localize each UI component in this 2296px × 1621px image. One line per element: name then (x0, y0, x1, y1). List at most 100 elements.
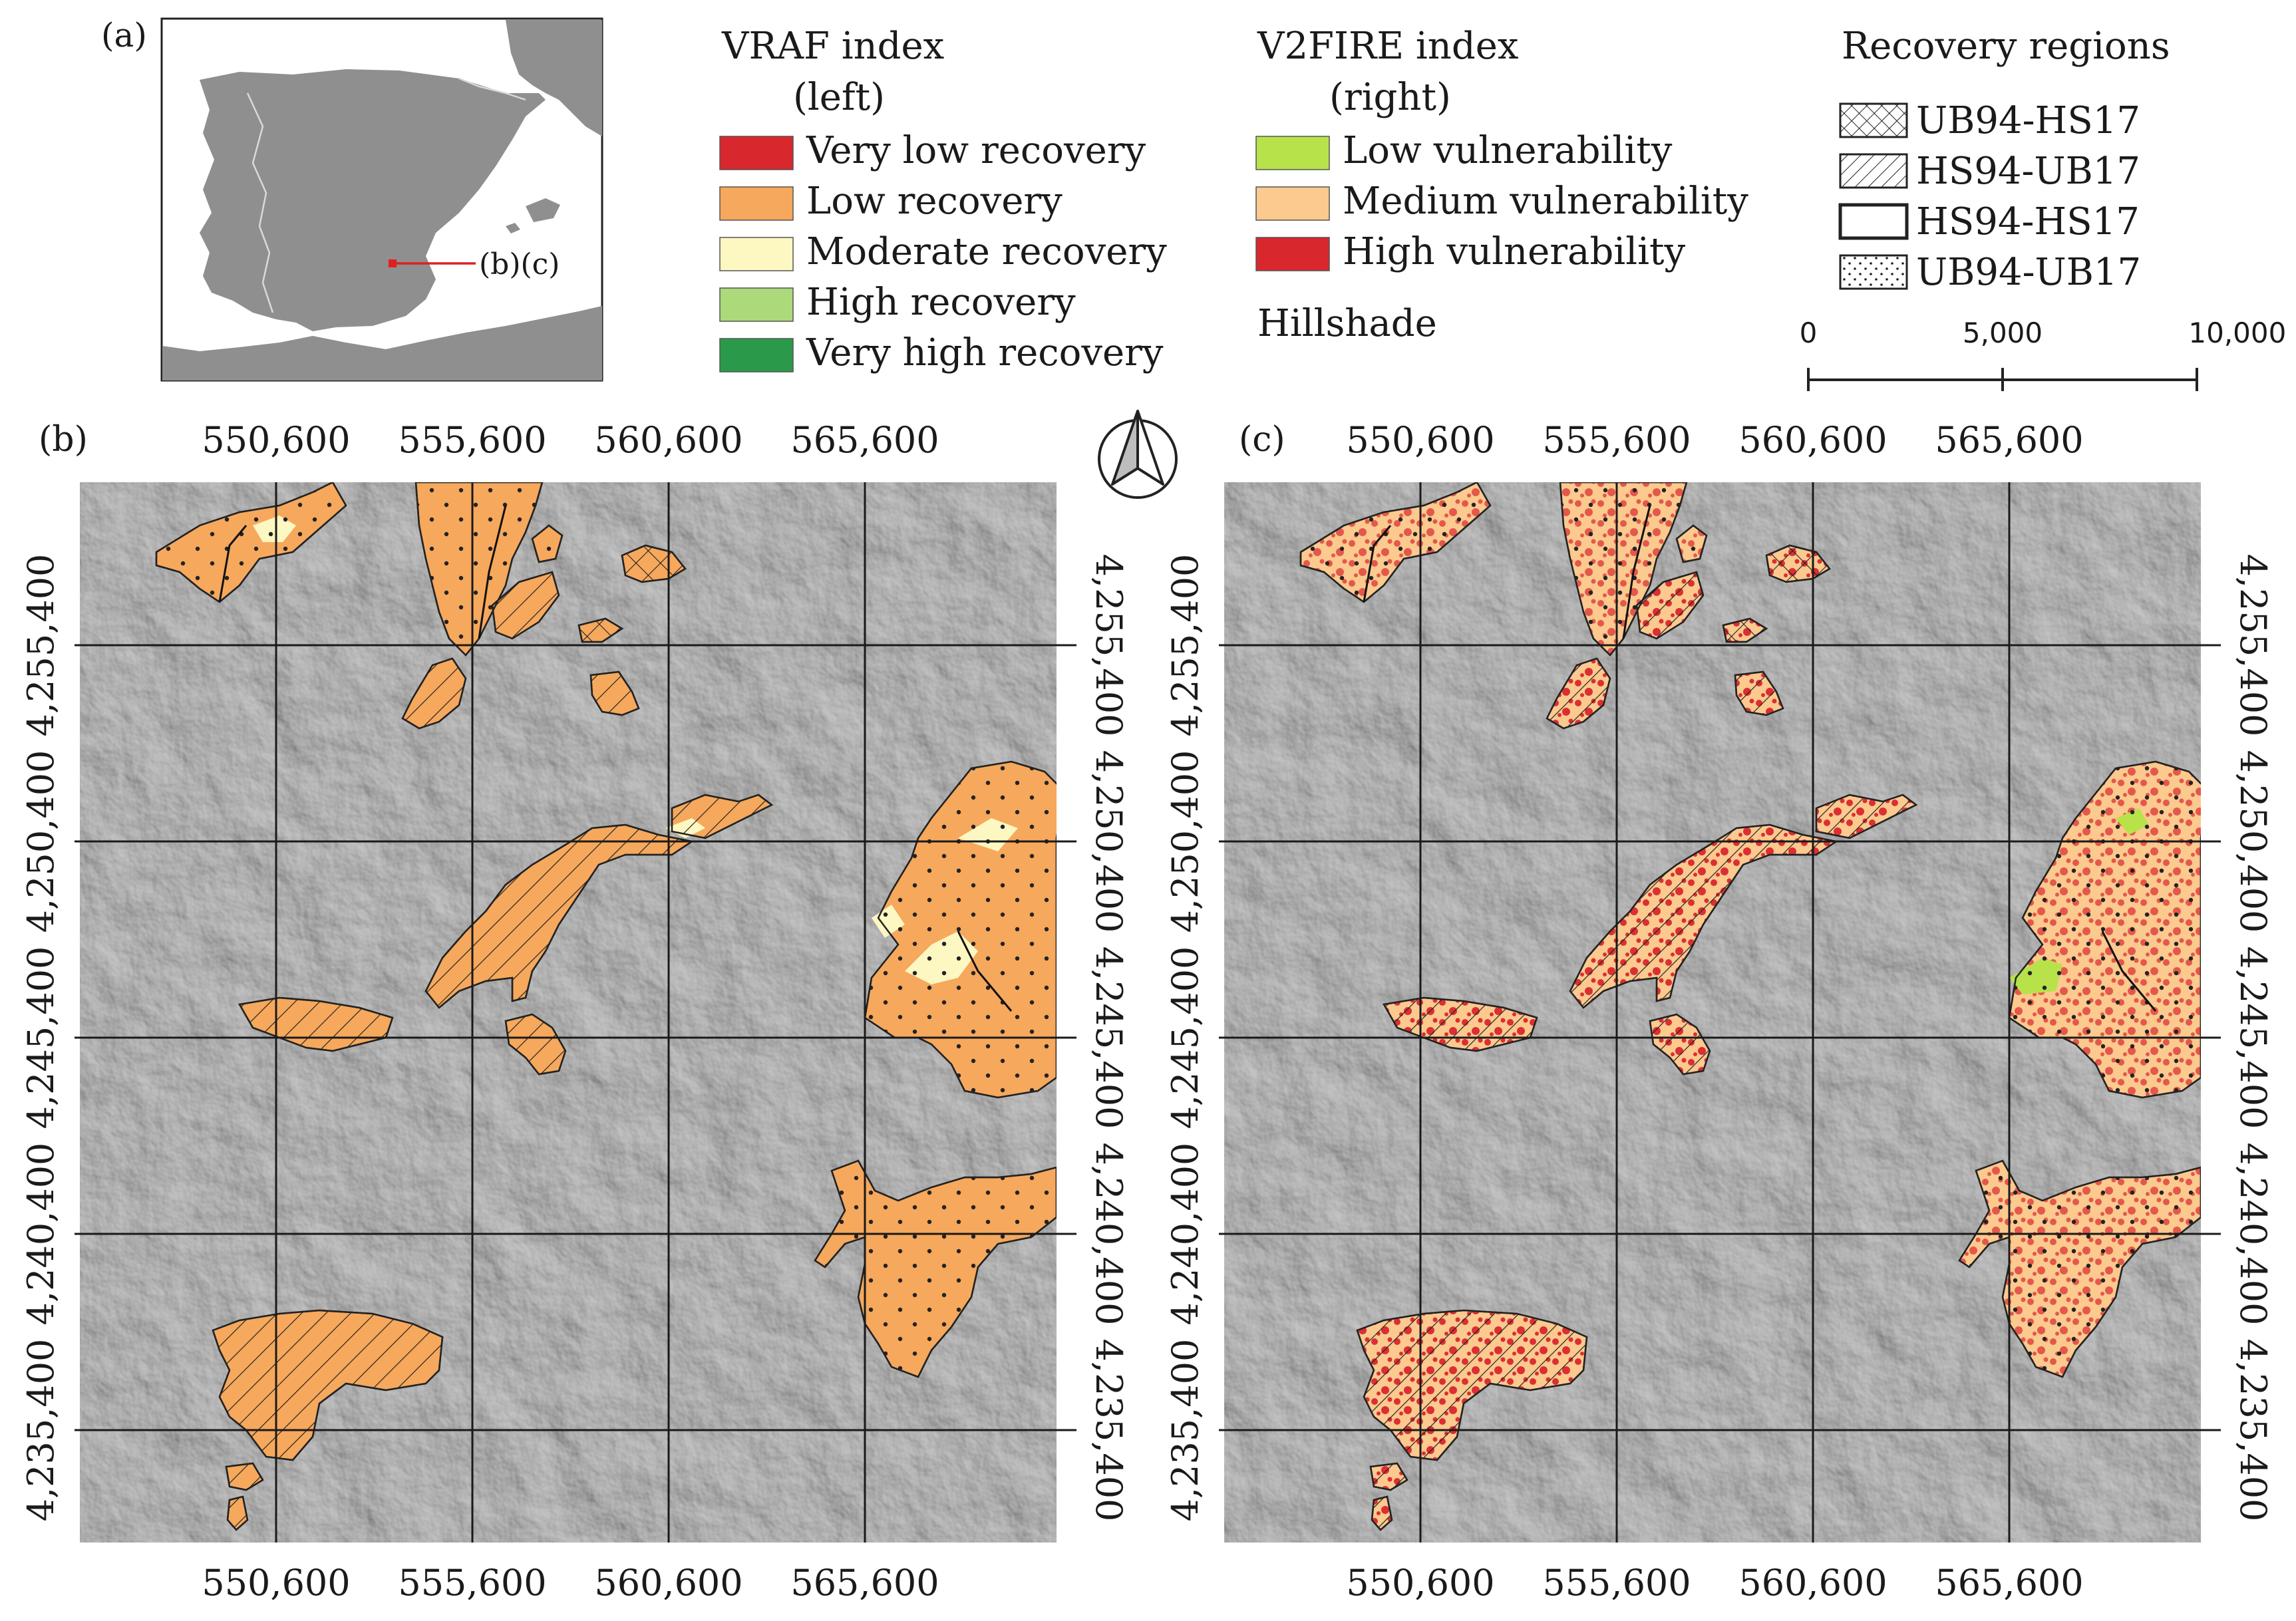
x-tick-label-bottom: 550,600 (1346, 1562, 1494, 1604)
iberia-land (200, 69, 546, 331)
y-tick-label-left: 4,250,400 (1164, 750, 1206, 933)
y-tick-label-right: 4,235,400 (2232, 1339, 2274, 1522)
vraf-subtitle: (left) (793, 76, 885, 119)
region-label: HS94-UB17 (1916, 150, 2140, 193)
africa-land (162, 306, 602, 380)
y-tick-label-right: 4,255,400 (1088, 554, 1130, 737)
region-pattern (589, 670, 640, 716)
study-area-marker (389, 259, 397, 267)
y-tick-label-right: 4,245,400 (1088, 947, 1130, 1129)
legend-v2fire: V2FIRE index (right) Low vulnerability Me… (1255, 25, 1748, 345)
legend-label: Medium vulnerability (1343, 180, 1748, 223)
x-tick-label-bottom: 565,600 (790, 1562, 939, 1604)
region-pattern (864, 760, 1057, 1099)
y-tick-label-left: 4,235,400 (20, 1339, 62, 1522)
region-swatch (1838, 203, 1909, 240)
region-pattern (1675, 524, 1708, 563)
panel-label-c: (c) (1239, 420, 1285, 460)
region-pattern (1356, 1309, 1588, 1461)
legend-label: Low vulnerability (1343, 129, 1673, 172)
stream-line (1622, 505, 1651, 639)
region-pattern (212, 1309, 444, 1461)
legend-swatch (719, 237, 794, 271)
x-tick-label-top: 565,600 (1935, 419, 2083, 461)
scale-label-0: 0 (1800, 317, 1818, 349)
y-tick-label-right: 4,250,400 (2232, 750, 2274, 933)
x-tick-label-top: 550,600 (202, 419, 350, 461)
y-tick-label-left: 4,245,400 (1164, 947, 1206, 1129)
region-pattern (577, 617, 624, 643)
y-tick-label-right: 4,240,400 (2232, 1143, 2274, 1326)
legend-swatch (719, 136, 794, 170)
region-pattern (1635, 571, 1705, 640)
legend-regions: Recovery regions UB94-HS17 HS94-UB17 HS94-… (1838, 25, 2170, 294)
region-pattern (225, 1462, 264, 1491)
y-tick-label-left: 4,235,400 (1164, 1339, 1206, 1522)
stream-line (957, 931, 1013, 1012)
region-pattern (1546, 657, 1611, 730)
x-tick-label-top: 560,600 (594, 419, 742, 461)
north-arrow-icon (1098, 410, 1178, 499)
x-tick-label-bottom: 560,600 (1738, 1562, 1887, 1604)
legend-swatch (719, 287, 794, 322)
stream-line (1363, 525, 1392, 603)
y-tick-label-left: 4,240,400 (1164, 1143, 1206, 1326)
inset-map: (b)(c) (a) (101, 16, 603, 382)
region-pattern (401, 657, 467, 730)
region-pattern (1722, 617, 1768, 643)
region-pattern (1815, 794, 1918, 839)
region-swatch (1839, 254, 1908, 290)
map-panel-b: (b) 550,600 550,600 555,600 555,600 560,600 5… (20, 419, 1130, 1604)
region-pattern (531, 524, 564, 563)
pyrenees-border (458, 77, 526, 101)
legend-swatch (719, 186, 794, 221)
region-pattern (2008, 760, 2201, 1099)
scale-label-1: 5,000 (1963, 317, 2043, 349)
region-pattern (504, 1013, 567, 1076)
y-tick-label-left: 4,255,400 (1164, 554, 1206, 737)
stream-line (2101, 931, 2157, 1012)
scale-label-2: 10,000 m (2188, 317, 2296, 349)
x-tick-label-top: 555,600 (398, 419, 546, 461)
region-pattern (1371, 1495, 1393, 1531)
vraf-title: VRAF index (721, 25, 944, 68)
legend-label: High recovery (806, 281, 1076, 324)
region-pattern (814, 1159, 1057, 1378)
map-panel-c: (c) 550,600 550,600 555,600 555,600 560,600 5… (1164, 419, 2274, 1604)
region-swatch (1839, 153, 1908, 189)
legend-label: Moderate recovery (806, 230, 1167, 273)
balearic-islands (506, 198, 560, 233)
y-tick-label-right: 4,250,400 (1088, 750, 1130, 933)
scale-bar: 0 5,000 10,000 m (1800, 317, 2296, 391)
region-pattern (491, 571, 560, 640)
portugal-border (246, 92, 274, 313)
stream-line (218, 525, 247, 603)
panel-label-b: (b) (39, 420, 88, 460)
region-pattern (155, 482, 347, 603)
inset-callout-label: (b)(c) (479, 247, 560, 281)
legend-swatch (1255, 136, 1330, 170)
y-tick-label-left: 4,250,400 (20, 750, 62, 933)
region-swatch (1839, 102, 1908, 138)
region-pattern (1649, 1013, 1711, 1076)
regions-title: Recovery regions (1842, 25, 2170, 68)
v2fire-subtitle: (right) (1329, 76, 1451, 119)
legend-label: Very high recovery (806, 331, 1164, 374)
y-tick-label-left: 4,255,400 (20, 554, 62, 737)
y-tick-label-right: 4,245,400 (2232, 947, 2274, 1129)
stream-line (478, 505, 507, 639)
y-tick-label-right: 4,255,400 (2232, 554, 2274, 737)
hillshade-label: Hillshade (1257, 302, 1437, 345)
x-tick-label-top: 560,600 (1738, 419, 1887, 461)
region-pattern (1734, 670, 1784, 716)
y-tick-label-right: 4,240,400 (1088, 1143, 1130, 1326)
x-tick-label-bottom: 565,600 (1935, 1562, 2083, 1604)
region-pattern (671, 794, 774, 839)
legend-label: Low recovery (806, 180, 1063, 223)
y-tick-label-right: 4,235,400 (1088, 1339, 1130, 1522)
region-label: HS94-HS17 (1916, 200, 2140, 243)
legend-swatch (719, 338, 794, 372)
x-tick-label-bottom: 555,600 (1542, 1562, 1691, 1604)
legend-label: Very low recovery (806, 129, 1146, 172)
